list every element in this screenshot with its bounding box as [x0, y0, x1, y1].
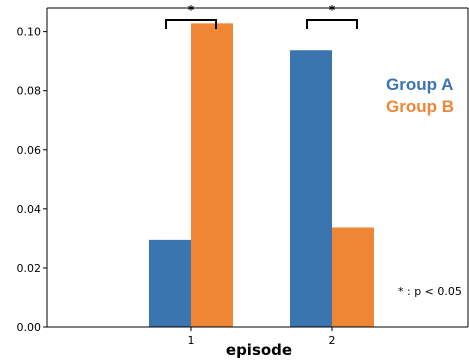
y-tick-label: 0.00	[17, 321, 42, 334]
x-axis-label: episode	[226, 341, 292, 359]
legend-entry-group-a: Group A	[386, 75, 453, 94]
y-tick-label: 0.08	[17, 85, 42, 98]
y-tick-label: 0.02	[17, 262, 42, 275]
significance-star: *	[329, 3, 336, 17]
legend-entry-group-b: Group B	[386, 97, 454, 116]
bars	[149, 23, 374, 328]
x-tick-label: 2	[329, 334, 336, 347]
x-tick-label: 1	[188, 334, 195, 347]
y-tick-label: 0.06	[17, 144, 42, 157]
significance-bracket	[165, 19, 217, 29]
bar-group-b-1	[191, 23, 233, 328]
bar-group-b-2	[332, 227, 374, 327]
significance-bracket	[306, 19, 358, 29]
y-axis-ticks: 0.00 0.02 0.04 0.06 0.08 0.10	[17, 26, 47, 334]
y-tick-label: 0.04	[17, 203, 42, 216]
significance-brackets: * *	[165, 3, 358, 29]
bar-group-a-2	[290, 50, 332, 327]
y-tick-label: 0.10	[17, 26, 42, 39]
bar-group-a-1	[149, 239, 191, 327]
legend: Group A Group B	[386, 75, 454, 116]
significance-note: * : p < 0.05	[398, 285, 462, 298]
significance-star: *	[188, 3, 195, 17]
